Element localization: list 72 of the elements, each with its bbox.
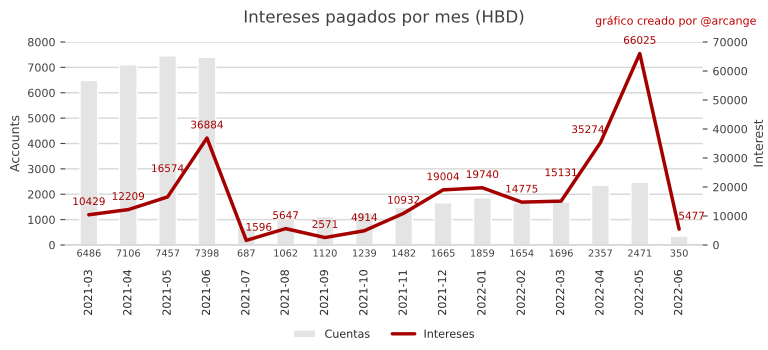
x-tick-label: 2021-12 xyxy=(438,270,446,315)
y2-axis-title: Interest xyxy=(754,120,764,166)
y2-tick-label: 60000 xyxy=(713,66,748,76)
data-label: 1696 xyxy=(550,249,573,257)
data-label: 16574 xyxy=(152,164,184,172)
data-label: 15131 xyxy=(546,168,577,176)
data-label: 10429 xyxy=(73,197,105,206)
x-tick-label: 2021-09 xyxy=(320,270,328,315)
x-tick-label: 2021-08 xyxy=(280,270,289,315)
x-tick-label: 2021-03 xyxy=(84,270,92,315)
x-tick-label: 2021-06 xyxy=(202,270,210,315)
data-label: 1859 xyxy=(471,249,494,257)
data-label: 350 xyxy=(670,249,688,257)
data-label: 7398 xyxy=(195,249,219,257)
y-tick-label: 1000 xyxy=(28,216,55,224)
y-tick-label: 8000 xyxy=(28,38,55,46)
chart-title: Intereses pagados por mes (HBD) xyxy=(244,10,524,26)
data-label: 35274 xyxy=(572,125,604,134)
y-tick-label: 3000 xyxy=(28,164,55,174)
data-label: 7106 xyxy=(116,249,140,257)
data-label: 1062 xyxy=(274,249,298,257)
x-tick-label: 2022-02 xyxy=(516,270,525,315)
x-tick-label: 2021-07 xyxy=(241,270,250,315)
y-tick-label: 0 xyxy=(49,240,55,250)
data-label: 1120 xyxy=(314,249,337,257)
data-label: 4914 xyxy=(352,213,377,222)
data-label: 10932 xyxy=(388,196,420,204)
y-axis-title: Accounts xyxy=(10,116,20,172)
x-tick-label: 2022-01 xyxy=(477,270,486,315)
data-label: 36884 xyxy=(191,120,223,128)
y-tick-label: 2000 xyxy=(28,190,55,199)
data-label: 14775 xyxy=(506,184,538,193)
x-tick-label: 2022-05 xyxy=(634,270,643,315)
y2-tick-label: 20000 xyxy=(713,182,748,192)
data-label: 66025 xyxy=(624,36,656,44)
y2-tick-label: 70000 xyxy=(713,38,748,46)
y-tick-label: 4000 xyxy=(28,139,55,148)
x-tick-label: 2021-05 xyxy=(162,270,171,315)
data-label: 12209 xyxy=(112,192,144,200)
x-tick-label: 2022-06 xyxy=(674,270,682,315)
data-label: 1482 xyxy=(392,249,416,257)
x-tick-label: 2021-04 xyxy=(123,270,132,315)
x-tick-label: 2022-03 xyxy=(556,270,564,315)
data-label: 2357 xyxy=(588,249,612,257)
x-tick-label: 2022-04 xyxy=(595,270,604,315)
data-label: 5477 xyxy=(679,212,704,220)
y-tick-label: 5000 xyxy=(28,114,55,123)
y2-tick-label: 50000 xyxy=(713,96,748,104)
data-label: 2471 xyxy=(628,249,652,257)
data-label: 19004 xyxy=(428,172,460,180)
data-label: 5647 xyxy=(273,211,298,220)
y-tick-label: 7000 xyxy=(28,63,55,72)
data-label: 1654 xyxy=(510,249,534,257)
y-tick-label: 6000 xyxy=(28,88,55,98)
legend-label: Intereses xyxy=(424,330,474,338)
data-label: 7457 xyxy=(156,249,180,257)
data-label: 2571 xyxy=(312,220,338,228)
y2-tick-label: 0 xyxy=(713,240,719,250)
data-label: 19740 xyxy=(466,170,498,178)
data-label: 6486 xyxy=(77,249,101,257)
data-label: 1665 xyxy=(432,249,455,257)
y2-tick-label: 40000 xyxy=(712,124,748,134)
data-label: 1239 xyxy=(353,249,376,257)
y2-tick-label: 10000 xyxy=(714,212,748,220)
data-label: 1596 xyxy=(246,222,272,231)
y2-tick-label: 30000 xyxy=(713,154,748,162)
legend-label: Cuentas xyxy=(325,329,370,338)
data-label: 687 xyxy=(238,249,255,257)
x-tick-label: 2021-11 xyxy=(398,270,407,315)
text: gráfico creado por @arcange xyxy=(596,16,756,27)
bar xyxy=(670,235,689,245)
x-tick-label: 2021-10 xyxy=(359,270,368,315)
